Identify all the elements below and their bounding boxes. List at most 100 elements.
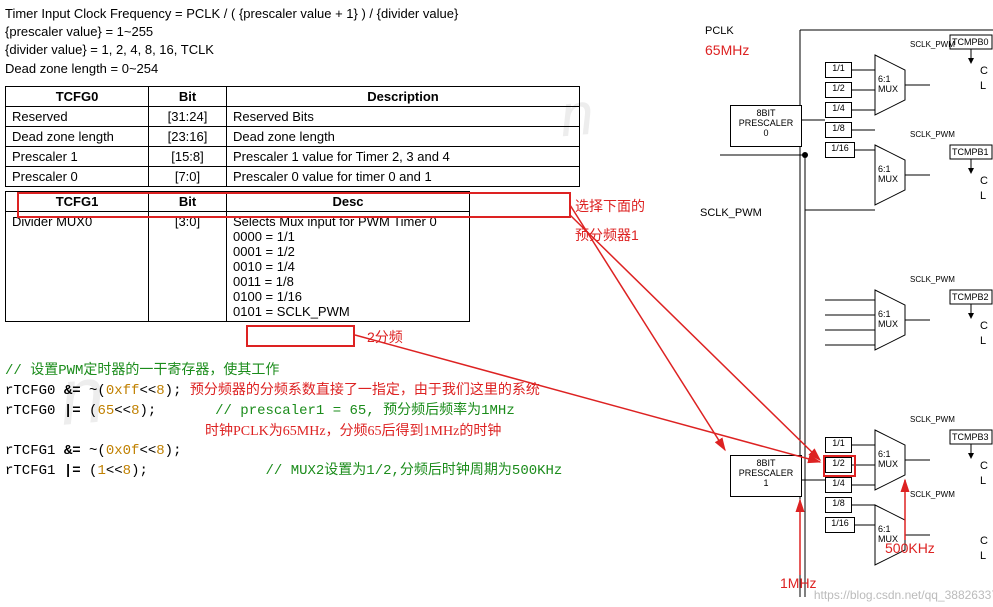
cell: Dead zone length bbox=[227, 126, 580, 146]
label-c: C bbox=[980, 535, 988, 547]
code-tok: << bbox=[114, 403, 131, 419]
annot-red-comment1: 预分频器的分频系数直接了一指定，由于我们这里的系统 bbox=[190, 383, 540, 398]
label-l: L bbox=[980, 80, 986, 92]
code-tok: ); bbox=[165, 443, 182, 459]
desc-line: 0011 = 1/8 bbox=[233, 274, 463, 289]
label-sclkpwm-out: SCLK_PWM bbox=[910, 40, 955, 49]
code-tok: |= bbox=[64, 403, 81, 419]
desc-line: 0000 = 1/1 bbox=[233, 229, 463, 244]
code-tok: rTCFG0 bbox=[5, 383, 64, 399]
code-tok: ~( bbox=[81, 443, 106, 459]
label-l: L bbox=[980, 335, 986, 347]
annot-div2: 2分频 bbox=[367, 327, 403, 347]
code-tok: << bbox=[139, 443, 156, 459]
cell: [23:16] bbox=[149, 126, 227, 146]
box-prescaler1: 8BIT PRESCALER 1 bbox=[730, 455, 802, 497]
label-sclkpwm-out: SCLK_PWM bbox=[910, 275, 955, 284]
div-label: 1/1 bbox=[825, 62, 852, 78]
desc-line: 0100 = 1/16 bbox=[233, 289, 463, 304]
annot-red-comment2: 时钟PCLK为65MHz，分频65后得到1MHz的时钟 bbox=[205, 424, 501, 439]
annot-select-below: 选择下面的 bbox=[575, 196, 645, 216]
div-label: 1/4 bbox=[825, 477, 852, 493]
th-name: TCFG0 bbox=[6, 86, 149, 106]
cell-desc: Selects Mux input for PWM Timer 0 0000 =… bbox=[227, 211, 470, 321]
label-tcmpb1: TCMPB1 bbox=[952, 147, 989, 157]
div-label: 1/16 bbox=[825, 517, 855, 533]
code-tok: &= bbox=[64, 383, 81, 399]
div-label: 1/4 bbox=[825, 102, 852, 118]
code-tok: rTCFG0 bbox=[5, 403, 64, 419]
label-c: C bbox=[980, 320, 988, 332]
th-desc: Description bbox=[227, 86, 580, 106]
cell: Prescaler 0 bbox=[6, 166, 149, 186]
div-label: 1/2 bbox=[825, 82, 852, 98]
label-c: C bbox=[980, 65, 988, 77]
code-tok: 65 bbox=[97, 403, 114, 419]
table-tcfg0: TCFG0 Bit Description Reserved [31:24] R… bbox=[5, 86, 580, 187]
cell: [7:0] bbox=[149, 166, 227, 186]
label-l: L bbox=[980, 550, 986, 562]
label-tcmpb0: TCMPB0 bbox=[952, 37, 989, 47]
code-tok: ); bbox=[165, 383, 182, 399]
mux-label: 6:1 MUX bbox=[878, 164, 898, 184]
redbox-div12 bbox=[823, 455, 856, 477]
box-prescaler0: 8BIT PRESCALER 0 bbox=[730, 105, 802, 147]
label-l: L bbox=[980, 475, 986, 487]
code-comment: // MUX2设置为1/2,分频后时钟周期为500KHz bbox=[266, 463, 563, 479]
label-500khz: 500KHz bbox=[885, 540, 935, 556]
code-tok: |= bbox=[64, 463, 81, 479]
th-bit: Bit bbox=[149, 86, 227, 106]
code-tok: &= bbox=[64, 443, 81, 459]
redbox-prescaler1-row bbox=[17, 192, 571, 218]
cell: Divider MUX0 bbox=[6, 211, 149, 321]
div-label: 1/1 bbox=[825, 437, 852, 453]
cell: Prescaler 1 value for Timer 2, 3 and 4 bbox=[227, 146, 580, 166]
label-sclkpwm-out: SCLK_PWM bbox=[910, 490, 955, 499]
desc-line: 0101 = SCLK_PWM bbox=[233, 304, 463, 319]
code-tok: << bbox=[139, 383, 156, 399]
watermark-csdn: https://blog.csdn.net/qq_38826337 bbox=[814, 588, 993, 602]
label-pclk: PCLK bbox=[705, 25, 734, 37]
label-l: L bbox=[980, 190, 986, 202]
code-tok: ); bbox=[131, 463, 148, 479]
code-comment: // prescaler1 = 65, 预分频后频率为1MHz bbox=[215, 403, 515, 419]
code-tok: ( bbox=[81, 463, 98, 479]
code-comment: // 设置PWM定时器的一干寄存器，使其工作 bbox=[5, 363, 279, 379]
table-row: Dead zone length [23:16] Dead zone lengt… bbox=[6, 126, 580, 146]
code-tok: ~( bbox=[81, 383, 106, 399]
table-row: Divider MUX0 [3:0] Selects Mux input for… bbox=[6, 211, 470, 321]
div-label: 1/8 bbox=[825, 122, 852, 138]
table-row: Prescaler 0 [7:0] Prescaler 0 value for … bbox=[6, 166, 580, 186]
cell: [31:24] bbox=[149, 106, 227, 126]
label-65mhz: 65MHz bbox=[705, 42, 749, 58]
desc-line: 0010 = 1/4 bbox=[233, 259, 463, 274]
redbox-0001 bbox=[246, 325, 355, 347]
code-tok: 8 bbox=[156, 443, 164, 459]
mux-label: 6:1 MUX bbox=[878, 74, 898, 94]
label-sclkpwm: SCLK_PWM bbox=[700, 207, 762, 219]
code-tok: ( bbox=[81, 403, 98, 419]
label-sclkpwm-out: SCLK_PWM bbox=[910, 130, 955, 139]
table-row: Prescaler 1 [15:8] Prescaler 1 value for… bbox=[6, 146, 580, 166]
code-tok: ); bbox=[139, 403, 156, 419]
cell: [15:8] bbox=[149, 146, 227, 166]
label-sclkpwm-out: SCLK_PWM bbox=[910, 415, 955, 424]
code-tok: 0xff bbox=[106, 383, 140, 399]
desc-line: 0001 = 1/2 bbox=[233, 244, 463, 259]
code-tok: rTCFG1 bbox=[5, 463, 64, 479]
mux-label: 6:1 MUX bbox=[878, 309, 898, 329]
mux-label: 6:1 MUX bbox=[878, 449, 898, 469]
label-c: C bbox=[980, 175, 988, 187]
code-tok: 1 bbox=[97, 463, 105, 479]
code-tok: 0x0f bbox=[106, 443, 140, 459]
block-diagram: PCLK 65MHz SCLK_PWM 8BIT PRESCALER 0 8BI… bbox=[700, 0, 993, 597]
code-tok: 8 bbox=[123, 463, 131, 479]
label-1mhz: 1MHz bbox=[780, 575, 817, 591]
code-tok: rTCFG1 bbox=[5, 443, 64, 459]
cell: Reserved Bits bbox=[227, 106, 580, 126]
label-c: C bbox=[980, 460, 988, 472]
div-label: 1/8 bbox=[825, 497, 852, 513]
cell: Reserved bbox=[6, 106, 149, 126]
annot-prescaler1: 预分频器1 bbox=[575, 225, 639, 245]
cell: [3:0] bbox=[149, 211, 227, 321]
